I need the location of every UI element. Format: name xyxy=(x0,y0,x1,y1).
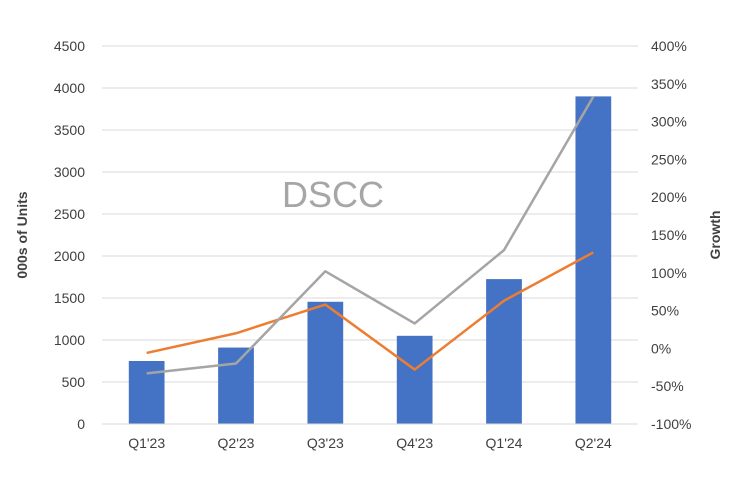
x-tick-label: Q1'24 xyxy=(486,435,523,451)
y-tick-label: 1500 xyxy=(54,290,85,306)
x-tick-label: Q4'23 xyxy=(396,435,433,451)
growth-line-1 xyxy=(146,251,594,371)
y-tick-label: 0 xyxy=(77,416,85,432)
bar xyxy=(396,335,433,424)
y2-tick-label: 0% xyxy=(651,340,671,356)
y2-tick-label: 200% xyxy=(651,189,687,205)
y2-tick-label: -50% xyxy=(651,378,684,394)
y2-tick-label: 50% xyxy=(651,303,679,319)
bar xyxy=(307,301,344,424)
y2-tick-label: 300% xyxy=(651,114,687,130)
x-tick-label: Q1'23 xyxy=(128,435,165,451)
x-tick-label: Q3'23 xyxy=(307,435,344,451)
y2-tick-label: -100% xyxy=(651,416,691,432)
y-tick-label: 3500 xyxy=(54,122,85,138)
y-tick-label: 1000 xyxy=(54,332,85,348)
y-tick-label: 500 xyxy=(62,374,86,390)
bar-series xyxy=(128,96,612,425)
right-axis-ticks: -100% -50% 0% 50% 100% 150% 200% 250% 300% 350% 40… xyxy=(651,38,691,432)
bar xyxy=(128,361,165,424)
y2-tick-label: 100% xyxy=(651,265,687,281)
y2-tick-label: 150% xyxy=(651,227,687,243)
x-tick-label: Q2'23 xyxy=(218,435,255,451)
y2-tick-label: 350% xyxy=(651,76,687,92)
bar xyxy=(218,347,254,424)
y-axis-title: 000s of Units xyxy=(14,191,30,278)
watermark: DSCC xyxy=(282,174,384,215)
y-tick-label: 2500 xyxy=(54,206,85,222)
bar xyxy=(486,279,522,424)
y2-axis-title: Growth xyxy=(707,211,723,260)
y-tick-label: 4000 xyxy=(54,80,85,96)
y2-tick-label: 250% xyxy=(651,151,687,167)
y-tick-label: 4500 xyxy=(54,38,85,54)
line-series xyxy=(146,96,595,375)
left-axis-ticks: 0 500 1000 1500 2000 2500 3000 3500 4000 4500 xyxy=(54,38,85,432)
gridlines xyxy=(102,45,638,383)
growth-line-2 xyxy=(146,96,595,375)
y2-tick-label: 400% xyxy=(651,38,687,54)
y-tick-label: 3000 xyxy=(54,164,85,180)
y-tick-label: 2000 xyxy=(54,248,85,264)
category-axis-ticks: Q1'23 Q2'23 Q3'23 Q4'23 Q1'24 Q2'24 xyxy=(128,435,612,451)
x-tick-label: Q2'24 xyxy=(575,435,612,451)
